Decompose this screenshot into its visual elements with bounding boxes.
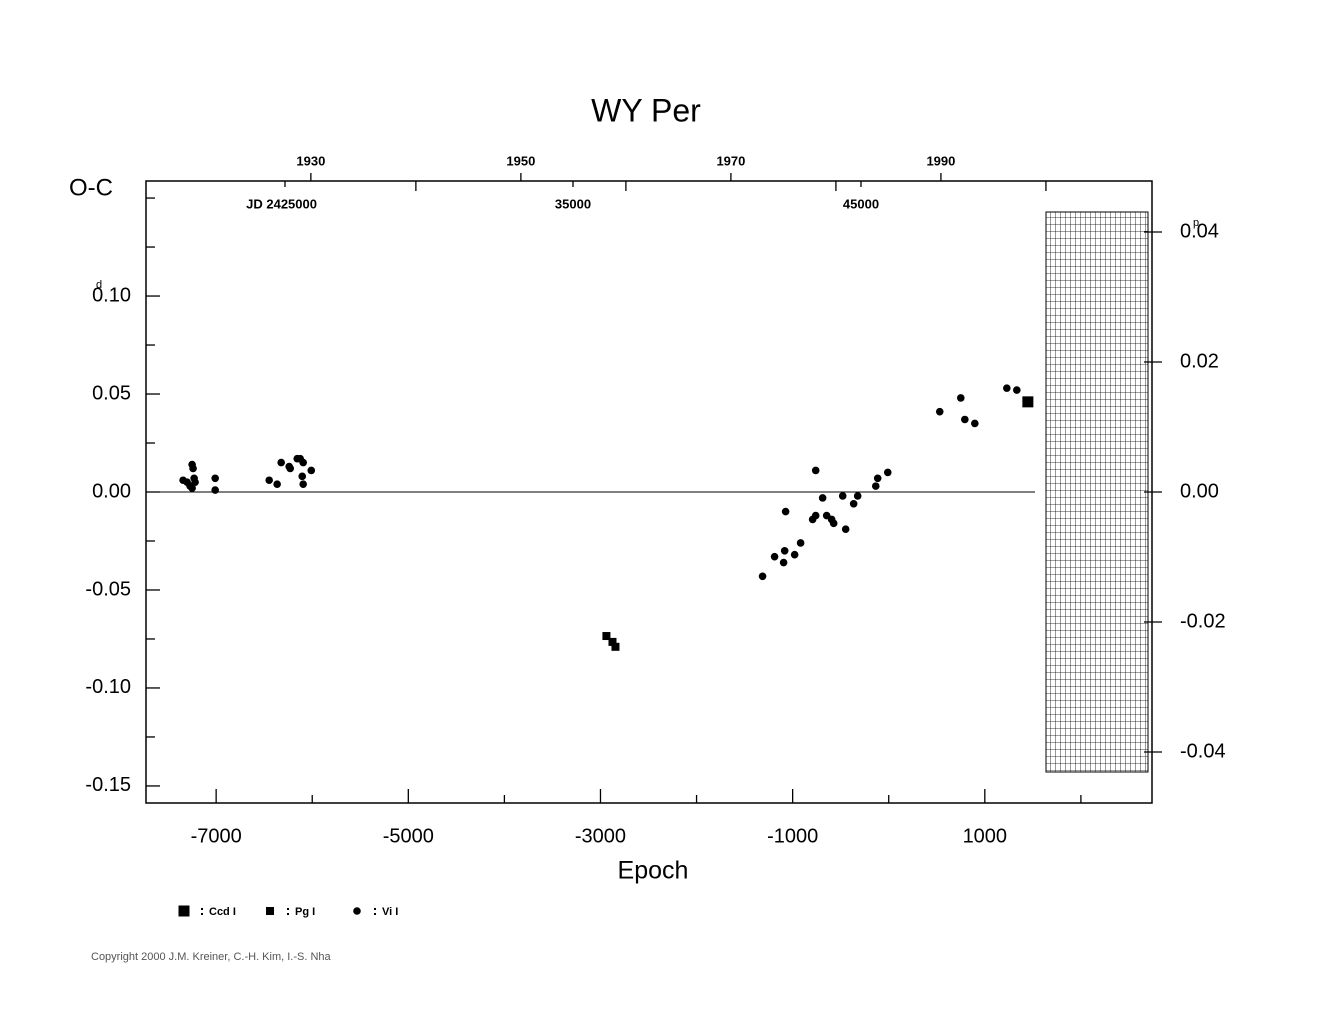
x-tick-label: -5000 — [383, 825, 434, 847]
legend-colon — [287, 908, 289, 910]
x-tick-label: -7000 — [191, 825, 242, 847]
y-unit: d — [96, 279, 102, 291]
y2-unit: p — [1193, 217, 1199, 229]
data-point — [780, 546, 789, 555]
data-point — [191, 478, 199, 487]
x-tick-label: -3000 — [575, 825, 626, 847]
y2-tick-label: 0.02 — [1180, 350, 1219, 372]
data-point — [758, 572, 767, 581]
data-point — [211, 474, 219, 483]
data-point — [299, 480, 307, 488]
data-point — [611, 642, 620, 651]
jd-tick-label: 45000 — [843, 196, 879, 211]
data-point — [298, 472, 307, 481]
data-point — [307, 466, 316, 475]
legend-colon — [287, 913, 289, 915]
data-point — [796, 539, 805, 547]
data-point — [1022, 396, 1034, 408]
data-point — [781, 507, 790, 516]
data-point — [188, 484, 196, 492]
copyright: Copyright 2000 J.M. Kreiner, C.-H. Kim, … — [91, 951, 332, 963]
data-point — [956, 394, 965, 402]
data-point — [871, 482, 880, 490]
data-point — [265, 476, 273, 485]
data-point — [211, 486, 219, 494]
legend-colon — [374, 913, 376, 915]
data-point — [602, 632, 611, 641]
data-point — [273, 480, 281, 488]
legend-marker — [178, 905, 190, 917]
legend-label: Vi I — [382, 906, 398, 918]
hatched-region — [1045, 211, 1149, 773]
legend-colon — [374, 908, 376, 910]
data-point — [299, 458, 307, 467]
data-point — [961, 415, 969, 424]
data-point — [829, 519, 838, 528]
data-point — [286, 464, 295, 473]
legend-label: Ccd I — [209, 906, 236, 918]
x2-tick-label: 1950 — [506, 153, 535, 168]
data-point — [790, 550, 799, 559]
legend-marker — [266, 907, 274, 915]
data-point — [1003, 384, 1011, 392]
data-point — [277, 458, 285, 467]
y-tick-label: 0.10 — [92, 284, 131, 306]
chart-title: WY Per — [591, 92, 701, 128]
y-tick-label: 0.00 — [92, 480, 131, 502]
data-point — [971, 419, 979, 428]
data-point — [811, 511, 820, 520]
legend-colon — [201, 913, 203, 915]
y2-tick-label: -0.02 — [1180, 610, 1226, 632]
data-point — [849, 499, 858, 508]
legend-label: Pg I — [295, 906, 315, 918]
y2-tick-label: -0.04 — [1180, 740, 1226, 762]
y2-tick-label: 0.04 — [1180, 220, 1219, 242]
y-tick-label: 0.05 — [92, 382, 131, 404]
data-point — [841, 525, 850, 534]
y2-tick-label: 0.00 — [1180, 480, 1219, 502]
legend-marker — [353, 907, 361, 915]
data-point — [818, 494, 827, 502]
legend-colon — [201, 908, 203, 910]
data-point — [838, 492, 847, 500]
data-point — [935, 407, 944, 416]
data-point — [883, 468, 892, 477]
data-point — [189, 464, 197, 473]
x2-tick-label: 1990 — [926, 153, 955, 168]
y-tick-label: -0.15 — [85, 774, 131, 796]
y-tick-label: -0.10 — [85, 676, 131, 698]
x2-tick-label: 1970 — [716, 153, 745, 168]
y-axis-label: O-C — [69, 174, 113, 201]
jd-tick-label: 35000 — [555, 196, 591, 211]
data-point — [1013, 386, 1021, 394]
data-point — [811, 466, 820, 475]
x-tick-label: 1000 — [963, 825, 1008, 847]
jd-tick-label: JD 2425000 — [246, 196, 317, 211]
data-point — [770, 552, 779, 561]
x2-tick-label: 1930 — [296, 153, 325, 168]
data-point — [873, 474, 882, 483]
data-point — [853, 492, 862, 500]
y-tick-label: -0.05 — [85, 578, 131, 600]
data-point — [608, 637, 617, 646]
x-tick-label: -1000 — [767, 825, 818, 847]
data-point — [779, 558, 788, 567]
x-axis-label: Epoch — [618, 857, 689, 885]
